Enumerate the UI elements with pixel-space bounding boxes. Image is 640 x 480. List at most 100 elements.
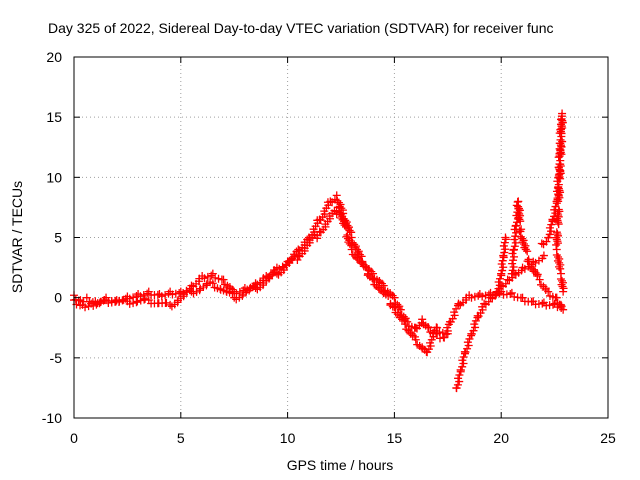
data-point xyxy=(251,284,260,293)
data-point xyxy=(394,303,403,312)
data-point xyxy=(157,292,166,301)
data-point xyxy=(510,252,519,261)
data-point xyxy=(538,299,547,308)
data-point xyxy=(388,302,397,311)
data-point xyxy=(515,215,524,224)
data-point xyxy=(136,296,145,305)
data-point xyxy=(521,245,530,254)
data-point xyxy=(272,269,281,278)
data-point xyxy=(544,287,553,296)
x-tick-label: 10 xyxy=(280,430,296,446)
data-point xyxy=(401,320,410,329)
x-tick-label: 25 xyxy=(600,430,616,446)
data-point xyxy=(161,290,170,299)
data-point xyxy=(557,150,566,159)
data-point xyxy=(345,226,354,235)
data-point xyxy=(228,289,237,298)
data-point xyxy=(508,259,517,268)
data-point xyxy=(555,300,564,309)
y-tick-label: 20 xyxy=(46,49,62,65)
data-point xyxy=(396,305,405,314)
data-point xyxy=(512,228,521,237)
data-point xyxy=(481,291,490,300)
data-point xyxy=(354,247,363,256)
data-point xyxy=(537,239,546,248)
data-point xyxy=(510,242,519,251)
y-tick-label: -5 xyxy=(50,350,63,366)
data-point xyxy=(559,287,568,296)
data-point xyxy=(509,245,518,254)
data-point xyxy=(185,286,194,295)
y-tick-label: 5 xyxy=(54,230,62,246)
data-point xyxy=(368,274,377,283)
data-point xyxy=(129,299,138,308)
data-point xyxy=(164,289,173,298)
data-point xyxy=(443,329,452,338)
data-point xyxy=(511,238,520,247)
data-point xyxy=(553,298,562,307)
data-point xyxy=(478,292,487,301)
data-point xyxy=(361,262,370,271)
data-point xyxy=(557,129,566,138)
y-tick-label: 10 xyxy=(46,169,62,185)
x-tick-label: 15 xyxy=(387,430,403,446)
data-point xyxy=(168,290,177,299)
data-point xyxy=(424,323,433,332)
data-point xyxy=(119,295,128,304)
data-point xyxy=(467,293,476,302)
data-point xyxy=(486,293,495,302)
data-point xyxy=(153,290,162,299)
data-point xyxy=(326,197,335,206)
data-point xyxy=(470,292,479,301)
data-point xyxy=(81,303,90,312)
data-point xyxy=(535,275,544,284)
data-point xyxy=(141,294,150,303)
data-point xyxy=(557,303,566,312)
grid-layer xyxy=(74,57,608,418)
data-point xyxy=(171,289,180,298)
data-point xyxy=(208,269,217,278)
data-point xyxy=(283,257,292,266)
data-point xyxy=(555,193,564,202)
data-point xyxy=(555,152,564,161)
y-axis-label: SDTVAR / TECUs xyxy=(9,181,25,293)
data-point xyxy=(555,262,564,271)
data-point xyxy=(507,269,516,278)
data-point xyxy=(411,323,420,332)
data-point xyxy=(438,328,447,337)
x-tick-label: 0 xyxy=(70,430,78,446)
data-point xyxy=(162,298,171,307)
data-point xyxy=(390,293,399,302)
data-point xyxy=(294,251,303,260)
y-tick-label: 0 xyxy=(54,290,62,306)
data-point xyxy=(512,221,521,230)
data-point xyxy=(411,335,420,344)
data-point xyxy=(208,279,217,288)
data-point xyxy=(418,315,427,324)
data-point xyxy=(133,297,142,306)
data-point xyxy=(539,251,548,260)
data-point xyxy=(347,245,356,254)
data-point xyxy=(211,273,220,282)
data-point xyxy=(509,262,518,271)
x-tick-label: 20 xyxy=(493,430,509,446)
data-point xyxy=(390,303,399,312)
data-point xyxy=(514,213,523,222)
data-point xyxy=(345,239,354,248)
data-point xyxy=(433,323,442,332)
x-axis-label: GPS time / hours xyxy=(287,457,394,473)
y-tick-label: 15 xyxy=(46,109,62,125)
data-point xyxy=(219,275,228,284)
data-point xyxy=(508,249,517,258)
data-point xyxy=(82,293,91,302)
axis-ticks xyxy=(73,56,609,419)
data-point xyxy=(200,274,209,283)
data-point xyxy=(507,288,516,297)
y-tick-label: -10 xyxy=(42,410,62,426)
data-points xyxy=(70,109,568,393)
tick-labels: 0 5 10 15 20 25 -10 -5 0 5 10 15 20 xyxy=(42,49,616,446)
data-point xyxy=(508,266,517,275)
data-point xyxy=(341,222,350,231)
data-point xyxy=(553,239,562,248)
data-point xyxy=(548,300,557,309)
